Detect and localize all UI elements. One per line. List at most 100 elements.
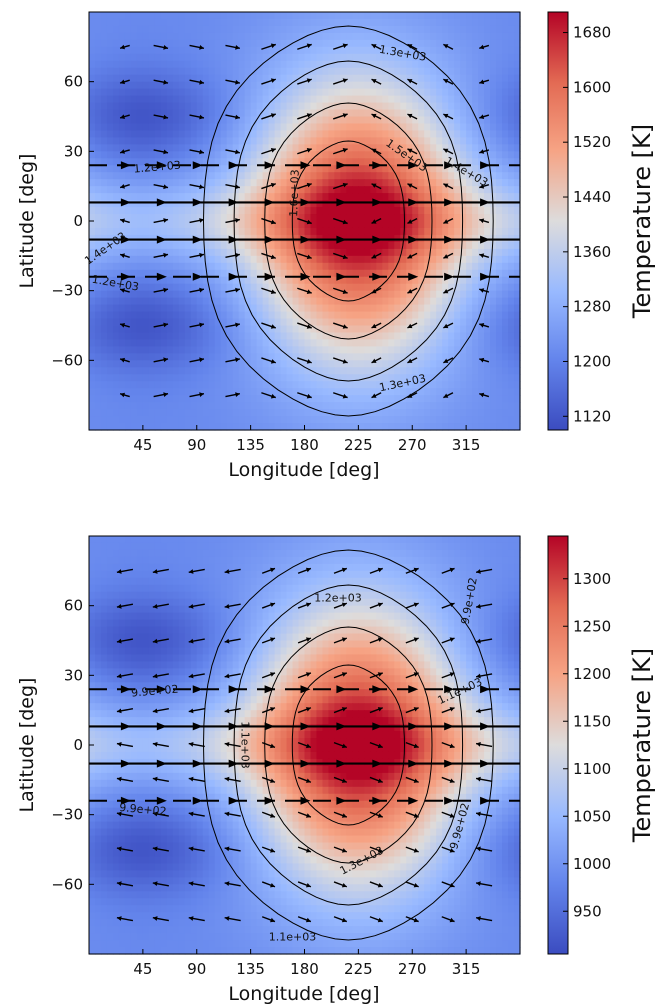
- field-cell: [460, 311, 467, 320]
- field-cell: [424, 339, 431, 347]
- field-cell: [268, 165, 276, 173]
- field-cell: [514, 563, 521, 572]
- field-cell: [376, 214, 383, 222]
- field-cell: [424, 95, 431, 104]
- field-cell: [346, 290, 353, 299]
- colorbar-tick-label: 1680: [573, 24, 611, 42]
- field-cell: [166, 67, 174, 76]
- field-cell: [466, 109, 473, 118]
- field-cell: [412, 32, 419, 41]
- field-cell: [196, 241, 204, 250]
- field-cell: [328, 207, 336, 215]
- field-cell: [250, 25, 258, 34]
- field-cell: [514, 374, 521, 382]
- field-cell: [112, 409, 120, 417]
- field-cell: [358, 269, 365, 278]
- field-cell: [304, 12, 312, 20]
- field-cell: [166, 60, 174, 69]
- field-cell: [370, 241, 377, 250]
- wind-arrow: [261, 182, 277, 190]
- field-cell: [328, 53, 336, 62]
- field-cell: [172, 130, 180, 138]
- field-cell: [89, 12, 96, 20]
- field-cell: [334, 39, 342, 48]
- field-cell: [490, 542, 497, 551]
- field-cell: [346, 276, 353, 285]
- field-cell: [184, 262, 192, 271]
- field-cell: [280, 102, 288, 111]
- field-cell: [190, 32, 198, 41]
- field-cell: [508, 570, 515, 579]
- field-cell: [160, 346, 168, 354]
- field-cell: [460, 549, 467, 558]
- field-cell: [388, 563, 395, 572]
- field-cell: [400, 241, 407, 250]
- field-cell: [370, 409, 377, 417]
- field-cell: [178, 158, 186, 166]
- field-cell: [514, 137, 521, 145]
- x-tick-label: 45: [133, 436, 152, 454]
- field-cell: [466, 388, 473, 396]
- field-cell: [322, 207, 330, 215]
- field-cell: [376, 67, 383, 76]
- field-cell: [154, 116, 162, 125]
- field-cell: [172, 542, 180, 551]
- field-cell: [226, 297, 234, 306]
- field-cell: [106, 123, 114, 132]
- field-cell: [328, 367, 336, 375]
- field-cell: [304, 276, 312, 285]
- field-cell: [436, 536, 443, 544]
- field-cell: [514, 283, 521, 292]
- field-cell: [508, 325, 515, 334]
- field-cell: [340, 360, 348, 368]
- field-cell: [178, 137, 186, 145]
- field-cell: [370, 165, 377, 173]
- field-cell: [89, 577, 96, 586]
- field-cell: [322, 536, 330, 544]
- field-cell: [262, 88, 270, 97]
- field-cell: [448, 123, 455, 132]
- field-cell: [394, 116, 401, 125]
- field-cell: [436, 269, 443, 278]
- field-cell: [166, 25, 174, 34]
- field-cell: [298, 262, 306, 271]
- field-cell: [466, 304, 473, 313]
- field-cell: [490, 304, 497, 313]
- field-cell: [472, 241, 479, 250]
- field-cell: [226, 542, 234, 551]
- field-cell: [346, 304, 353, 313]
- field-cell: [340, 207, 348, 215]
- wind-arrow: [119, 114, 130, 119]
- field-cell: [454, 262, 461, 271]
- field-cell: [232, 248, 240, 257]
- field-cell: [220, 570, 228, 579]
- field-cell: [130, 130, 138, 138]
- field-cell: [94, 151, 102, 159]
- field-cell: [256, 179, 264, 187]
- field-cell: [352, 311, 359, 320]
- field-cell: [238, 248, 246, 257]
- field-cell: [460, 32, 467, 41]
- field-cell: [502, 137, 509, 145]
- field-cell: [334, 276, 342, 285]
- field-cell: [214, 374, 222, 382]
- field-cell: [112, 123, 120, 132]
- field-cell: [298, 367, 306, 375]
- field-cell: [322, 227, 330, 236]
- field-cell: [89, 262, 96, 271]
- field-cell: [376, 374, 383, 382]
- field-cell: [376, 130, 383, 138]
- field-cell: [358, 200, 365, 208]
- field-cell: [106, 304, 114, 313]
- field-cell: [89, 102, 96, 111]
- field-cell: [448, 151, 455, 159]
- field-cell: [502, 381, 509, 389]
- field-cell: [268, 144, 276, 152]
- field-cell: [89, 123, 96, 132]
- field-cell: [310, 137, 318, 145]
- field-cell: [268, 74, 276, 83]
- field-cell: [490, 74, 497, 83]
- wind-arrow: [153, 287, 169, 293]
- field-cell: [388, 318, 395, 327]
- field-cell: [346, 374, 353, 382]
